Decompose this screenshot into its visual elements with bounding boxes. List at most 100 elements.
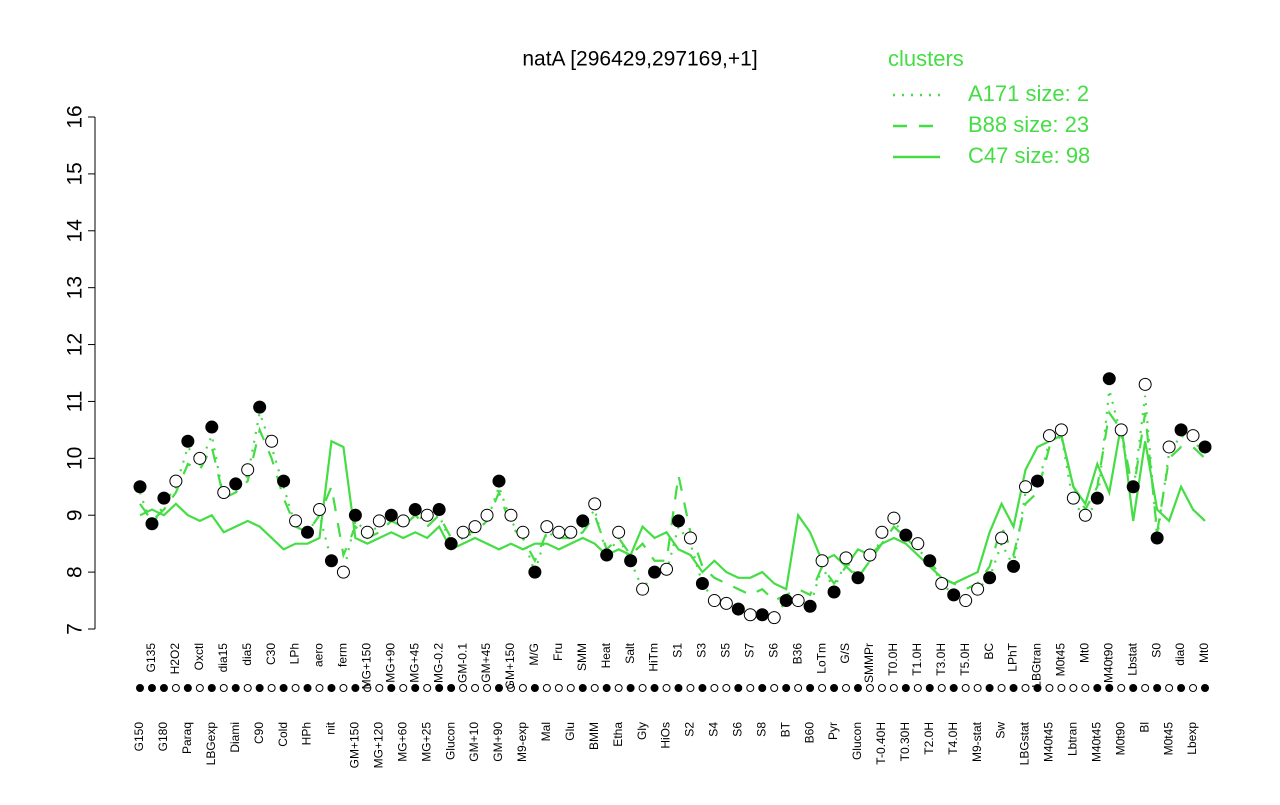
x-tick-label: MG+25 xyxy=(419,722,433,762)
rug-mark xyxy=(435,684,444,692)
data-point xyxy=(911,537,925,551)
rug-mark xyxy=(471,684,480,692)
rug-mark xyxy=(901,684,910,692)
x-tick-label: S5 xyxy=(719,643,733,658)
x-tick-label: T3.0H xyxy=(934,643,948,676)
x-tick-label: S3 xyxy=(695,643,709,658)
data-point xyxy=(671,514,685,528)
rug-mark xyxy=(542,684,551,692)
x-tick-label: T-0.40H xyxy=(874,722,888,765)
x-tick-label: HiOs xyxy=(659,722,673,749)
rug-mark xyxy=(985,684,994,692)
x-tick-label: S8 xyxy=(754,722,768,737)
x-tick-label: Oxctl xyxy=(192,643,206,670)
data-point xyxy=(145,517,159,531)
rug-mark xyxy=(1165,684,1174,692)
data-point xyxy=(612,525,626,539)
rug-mark xyxy=(171,684,180,692)
x-tick-label: MG+120 xyxy=(371,722,385,769)
data-point xyxy=(133,480,147,494)
x-tick-label: MG+150 xyxy=(360,643,374,690)
x-tick-label: M40t90 xyxy=(1101,643,1115,683)
x-tick-label: Glucon xyxy=(850,722,864,760)
data-point xyxy=(683,531,697,545)
data-point xyxy=(229,477,243,491)
rug-mark xyxy=(1129,684,1138,692)
x-tick-label: Pyr xyxy=(826,722,840,740)
rug-mark xyxy=(423,684,432,692)
data-point xyxy=(265,434,279,448)
data-point xyxy=(588,497,602,511)
data-point xyxy=(1126,480,1140,494)
data-point xyxy=(743,608,757,622)
data-point xyxy=(360,525,374,539)
data-point xyxy=(528,565,542,579)
data-point xyxy=(947,588,961,602)
x-tick-label: BT xyxy=(778,721,792,737)
x-tick-label: M/G xyxy=(527,643,541,666)
rug-mark xyxy=(1069,684,1078,692)
x-tick-label: Lbtran xyxy=(1066,722,1080,756)
x-tick-label: dia5 xyxy=(240,643,254,666)
rug-mark xyxy=(698,684,707,692)
rug-mark xyxy=(303,684,312,692)
x-tick-label: M0t45 xyxy=(1054,643,1068,677)
rug-mark xyxy=(973,684,982,692)
rug-mark xyxy=(734,684,743,692)
rug-mark xyxy=(1141,684,1150,692)
rug-mark xyxy=(865,684,874,692)
x-tick-label: nit xyxy=(324,721,338,734)
x-tick-label: H2O2 xyxy=(168,643,182,675)
rug-mark xyxy=(1045,684,1054,692)
data-point xyxy=(767,611,781,625)
rug-mark xyxy=(794,684,803,692)
x-tick-label: aero xyxy=(312,643,326,667)
data-point xyxy=(576,514,590,528)
x-tick-label: Paraq xyxy=(180,722,194,754)
rug-mark xyxy=(913,684,922,692)
x-tick-label: LBGstat xyxy=(1018,721,1032,765)
rug-mark xyxy=(614,684,623,692)
x-tick-label: B60 xyxy=(802,722,816,744)
data-point xyxy=(995,531,1009,545)
rug-mark xyxy=(363,684,372,692)
rug-mark xyxy=(949,684,958,692)
rug-mark xyxy=(494,684,503,692)
x-tick-label: Sw xyxy=(994,722,1008,739)
rug-mark xyxy=(1021,684,1030,692)
data-point xyxy=(815,554,829,568)
data-point xyxy=(983,571,997,585)
data-point xyxy=(1114,423,1128,437)
x-tick-label: M9-exp xyxy=(515,722,529,762)
x-tick-label: HiTm xyxy=(647,643,661,672)
x-tick-label: M9-stat xyxy=(970,721,984,762)
rug-mark xyxy=(554,684,563,692)
data-point xyxy=(707,594,721,608)
x-tick-label: T0.0H xyxy=(886,643,900,676)
y-tick-label: 14 xyxy=(64,219,87,243)
rug-mark xyxy=(279,684,288,692)
x-tick-label: ferm xyxy=(336,643,350,667)
rug-mark xyxy=(506,684,515,692)
rug-mark xyxy=(877,684,886,692)
x-tick-label: S1 xyxy=(671,643,685,658)
y-tick-label: 15 xyxy=(64,162,87,185)
data-point xyxy=(253,400,267,414)
rug-mark xyxy=(1081,684,1090,692)
data-point xyxy=(863,548,877,562)
data-point xyxy=(564,525,578,539)
rug-mark xyxy=(195,684,204,692)
x-tick-label: Etha xyxy=(611,722,625,747)
data-point xyxy=(1150,531,1164,545)
x-tick-label: S0 xyxy=(1149,643,1163,658)
x-tick-label: LoTm xyxy=(814,643,828,674)
rug-mark xyxy=(518,684,527,692)
rug-mark xyxy=(806,684,815,692)
data-point xyxy=(660,562,674,576)
rug-mark xyxy=(267,684,276,692)
data-point xyxy=(552,525,566,539)
x-tick-label: Diami xyxy=(228,722,242,753)
rug-mark xyxy=(1117,684,1126,692)
y-tick-label: 12 xyxy=(64,333,87,356)
rug-mark xyxy=(937,684,946,692)
